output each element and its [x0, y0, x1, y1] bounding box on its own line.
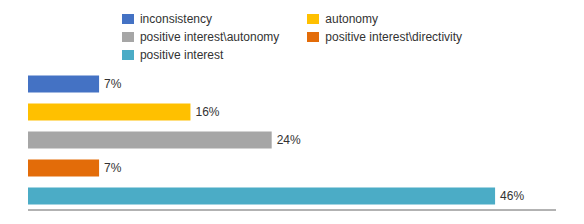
html-text:positive interest\directivity: positive interest\directivity: [325, 30, 463, 44]
svg-text:46%: 46%: [500, 189, 524, 203]
html-text:positive interest: positive interest: [139, 48, 224, 62]
svg-text:7%: 7%: [104, 77, 122, 91]
html-text:inconsistency: inconsistency: [139, 12, 212, 26]
html-text:positive interest\autonomy: positive interest\autonomy: [139, 30, 280, 44]
svg-text:7%: 7%: [104, 161, 122, 175]
svg-text:24%: 24%: [277, 133, 301, 147]
svg-text:16%: 16%: [195, 105, 219, 119]
html-text:autonomy: autonomy: [325, 12, 378, 26]
